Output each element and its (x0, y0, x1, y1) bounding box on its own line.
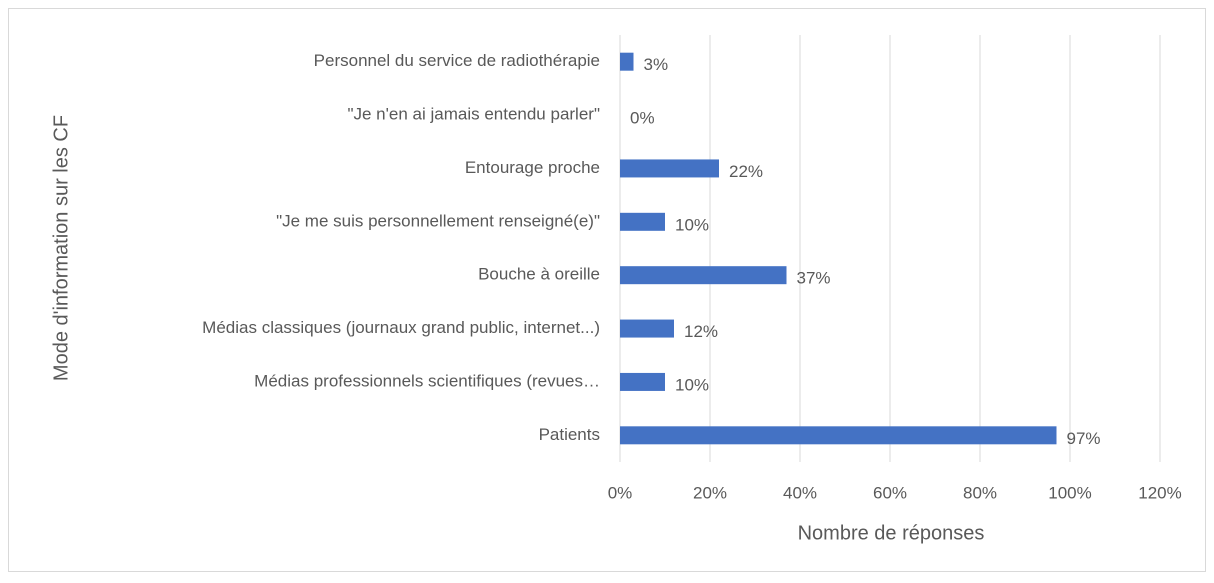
bar (620, 426, 1057, 445)
x-tick-label: 80% (963, 483, 997, 502)
y-tick-label: "Je me suis personnellement renseigné(e)… (276, 211, 600, 230)
y-tick-label: Patients (539, 425, 600, 444)
y-axis-title: Mode d'information sur les CF (50, 115, 72, 381)
x-axis-title: Nombre de réponses (798, 522, 985, 544)
x-tick-label: 40% (783, 483, 817, 502)
value-label: 3% (644, 55, 669, 74)
x-tick-label: 100% (1048, 483, 1091, 502)
value-label: 10% (675, 215, 709, 234)
bar (620, 212, 665, 231)
bar (620, 159, 719, 178)
value-label: 37% (797, 269, 831, 288)
value-label: 10% (675, 375, 709, 394)
x-tick-label: 60% (873, 483, 907, 502)
x-tick-label: 120% (1138, 483, 1181, 502)
value-label: 0% (630, 109, 655, 128)
bar (620, 52, 634, 71)
bar (620, 319, 674, 338)
y-tick-label: Bouche à oreille (478, 265, 600, 284)
value-label: 12% (684, 322, 718, 341)
y-tick-label: Médias professionnels scientifiques (rev… (254, 371, 600, 390)
bar (620, 266, 787, 285)
y-tick-label: Entourage proche (465, 158, 600, 177)
bar (620, 372, 665, 391)
value-label: 22% (729, 162, 763, 181)
y-tick-label: Médias classiques (journaux grand public… (202, 318, 600, 337)
x-tick-label: 20% (693, 483, 727, 502)
chart-border (8, 8, 1206, 572)
value-label: 97% (1067, 429, 1101, 448)
y-tick-label: "Je n'en ai jamais entendu parler" (347, 105, 600, 124)
x-tick-label: 0% (608, 483, 633, 502)
y-tick-label: Personnel du service de radiothérapie (314, 51, 600, 70)
